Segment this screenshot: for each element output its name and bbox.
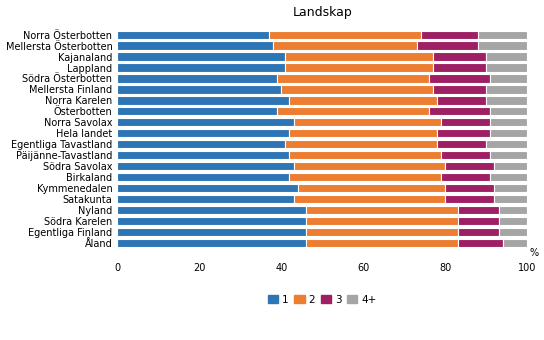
- Bar: [118, 151, 289, 159]
- Bar: [118, 184, 298, 192]
- Bar: [118, 107, 277, 116]
- Bar: [118, 118, 294, 126]
- Bar: [281, 85, 433, 94]
- Bar: [118, 228, 306, 236]
- Bar: [306, 239, 458, 247]
- Bar: [433, 85, 486, 94]
- Bar: [306, 206, 458, 214]
- Bar: [498, 217, 527, 225]
- Bar: [289, 129, 437, 137]
- Bar: [289, 151, 441, 159]
- Bar: [306, 217, 458, 225]
- Bar: [118, 96, 289, 104]
- Bar: [269, 31, 421, 39]
- Bar: [494, 184, 527, 192]
- Bar: [437, 129, 490, 137]
- Bar: [289, 173, 441, 181]
- Bar: [118, 217, 306, 225]
- Bar: [458, 206, 498, 214]
- Bar: [478, 31, 527, 39]
- Bar: [445, 162, 494, 170]
- Bar: [294, 162, 445, 170]
- Bar: [494, 195, 527, 203]
- Bar: [118, 74, 277, 83]
- Bar: [306, 228, 458, 236]
- Bar: [286, 52, 433, 61]
- Bar: [437, 140, 486, 148]
- Bar: [294, 195, 445, 203]
- Bar: [118, 41, 273, 50]
- Bar: [118, 64, 286, 72]
- Bar: [494, 162, 527, 170]
- Bar: [490, 129, 527, 137]
- Bar: [486, 96, 527, 104]
- Text: %: %: [529, 248, 539, 258]
- Bar: [490, 107, 527, 116]
- Bar: [118, 52, 286, 61]
- Title: Landskap: Landskap: [292, 5, 352, 19]
- Bar: [445, 184, 494, 192]
- Bar: [118, 239, 306, 247]
- Bar: [486, 52, 527, 61]
- Bar: [118, 162, 294, 170]
- Bar: [433, 52, 486, 61]
- Bar: [441, 118, 490, 126]
- Bar: [486, 140, 527, 148]
- Bar: [433, 64, 486, 72]
- Legend: 1, 2, 3, 4+: 1, 2, 3, 4+: [264, 291, 380, 308]
- Bar: [486, 64, 527, 72]
- Bar: [118, 129, 289, 137]
- Bar: [118, 173, 289, 181]
- Bar: [421, 31, 478, 39]
- Bar: [273, 41, 417, 50]
- Bar: [289, 96, 437, 104]
- Bar: [429, 74, 490, 83]
- Bar: [294, 118, 441, 126]
- Bar: [458, 228, 498, 236]
- Bar: [458, 239, 503, 247]
- Bar: [118, 85, 281, 94]
- Bar: [445, 195, 494, 203]
- Bar: [118, 206, 306, 214]
- Bar: [277, 74, 429, 83]
- Bar: [429, 107, 490, 116]
- Bar: [277, 107, 429, 116]
- Bar: [417, 41, 478, 50]
- Bar: [490, 173, 527, 181]
- Bar: [490, 151, 527, 159]
- Bar: [478, 41, 527, 50]
- Bar: [298, 184, 445, 192]
- Bar: [490, 118, 527, 126]
- Bar: [118, 31, 269, 39]
- Bar: [118, 195, 294, 203]
- Bar: [490, 74, 527, 83]
- Bar: [486, 85, 527, 94]
- Bar: [498, 228, 527, 236]
- Bar: [498, 206, 527, 214]
- Bar: [286, 64, 433, 72]
- Bar: [118, 140, 286, 148]
- Bar: [441, 173, 490, 181]
- Bar: [441, 151, 490, 159]
- Bar: [286, 140, 437, 148]
- Bar: [437, 96, 486, 104]
- Bar: [458, 217, 498, 225]
- Bar: [503, 239, 527, 247]
